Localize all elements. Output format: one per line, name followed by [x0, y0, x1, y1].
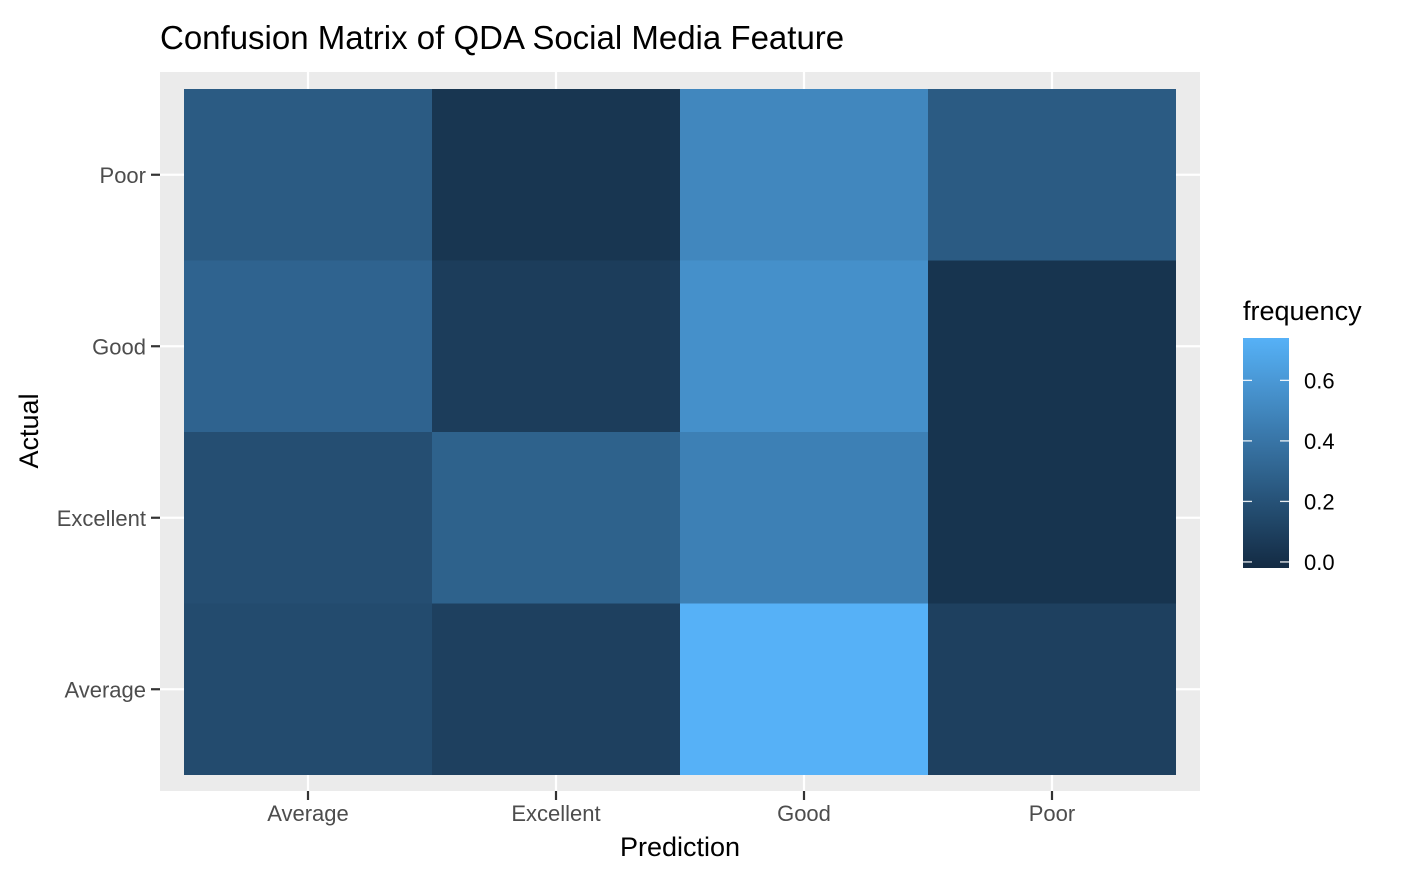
cell-actual-excellent-predicted-average [184, 432, 432, 604]
cell-actual-excellent-predicted-excellent [432, 432, 680, 604]
cell-actual-good-predicted-excellent [432, 260, 680, 432]
x-tick-label-good: Good [777, 801, 831, 826]
legend-ticks: 0.0 0.2 0.4 0.6 [1243, 368, 1335, 575]
y-axis: Average Excellent Good Poor [57, 163, 160, 702]
legend-title: frequency [1243, 296, 1362, 326]
cell-actual-excellent-predicted-good [680, 432, 928, 604]
cell-actual-good-predicted-poor [928, 260, 1176, 432]
cell-actual-good-predicted-good [680, 260, 928, 432]
y-tick-label-good: Good [92, 334, 146, 359]
x-tick-label-average: Average [267, 801, 349, 826]
legend-colorbar [1243, 338, 1289, 568]
x-tick-label-excellent: Excellent [511, 801, 600, 826]
cell-actual-poor-predicted-poor [928, 89, 1176, 261]
legend-tick-label-2: 0.4 [1304, 429, 1335, 454]
cell-actual-average-predicted-excellent [432, 603, 680, 775]
legend: frequency 0.0 0.2 0.4 0.6 [1243, 296, 1362, 575]
legend-tick-label-3: 0.6 [1304, 368, 1335, 393]
cell-actual-excellent-predicted-poor [928, 432, 1176, 604]
cell-actual-poor-predicted-average [184, 89, 432, 261]
cell-actual-average-predicted-good [680, 603, 928, 775]
cell-actual-good-predicted-average [184, 260, 432, 432]
y-tick-label-average: Average [64, 677, 146, 702]
chart-title: Confusion Matrix of QDA Social Media Fea… [160, 19, 844, 56]
y-axis-title: Actual [14, 393, 44, 468]
heatmap-cells [184, 89, 1176, 775]
x-axis: Average Excellent Good Poor [267, 791, 1075, 826]
y-tick-label-excellent: Excellent [57, 506, 146, 531]
legend-tick-label-1: 0.2 [1304, 489, 1335, 514]
cell-actual-average-predicted-poor [928, 603, 1176, 775]
x-axis-title: Prediction [620, 832, 740, 862]
cell-actual-poor-predicted-excellent [432, 89, 680, 261]
y-tick-label-poor: Poor [100, 163, 146, 188]
legend-tick-label-0: 0.0 [1304, 550, 1335, 575]
cell-actual-average-predicted-average [184, 603, 432, 775]
cell-actual-poor-predicted-good [680, 89, 928, 261]
x-tick-label-poor: Poor [1029, 801, 1075, 826]
